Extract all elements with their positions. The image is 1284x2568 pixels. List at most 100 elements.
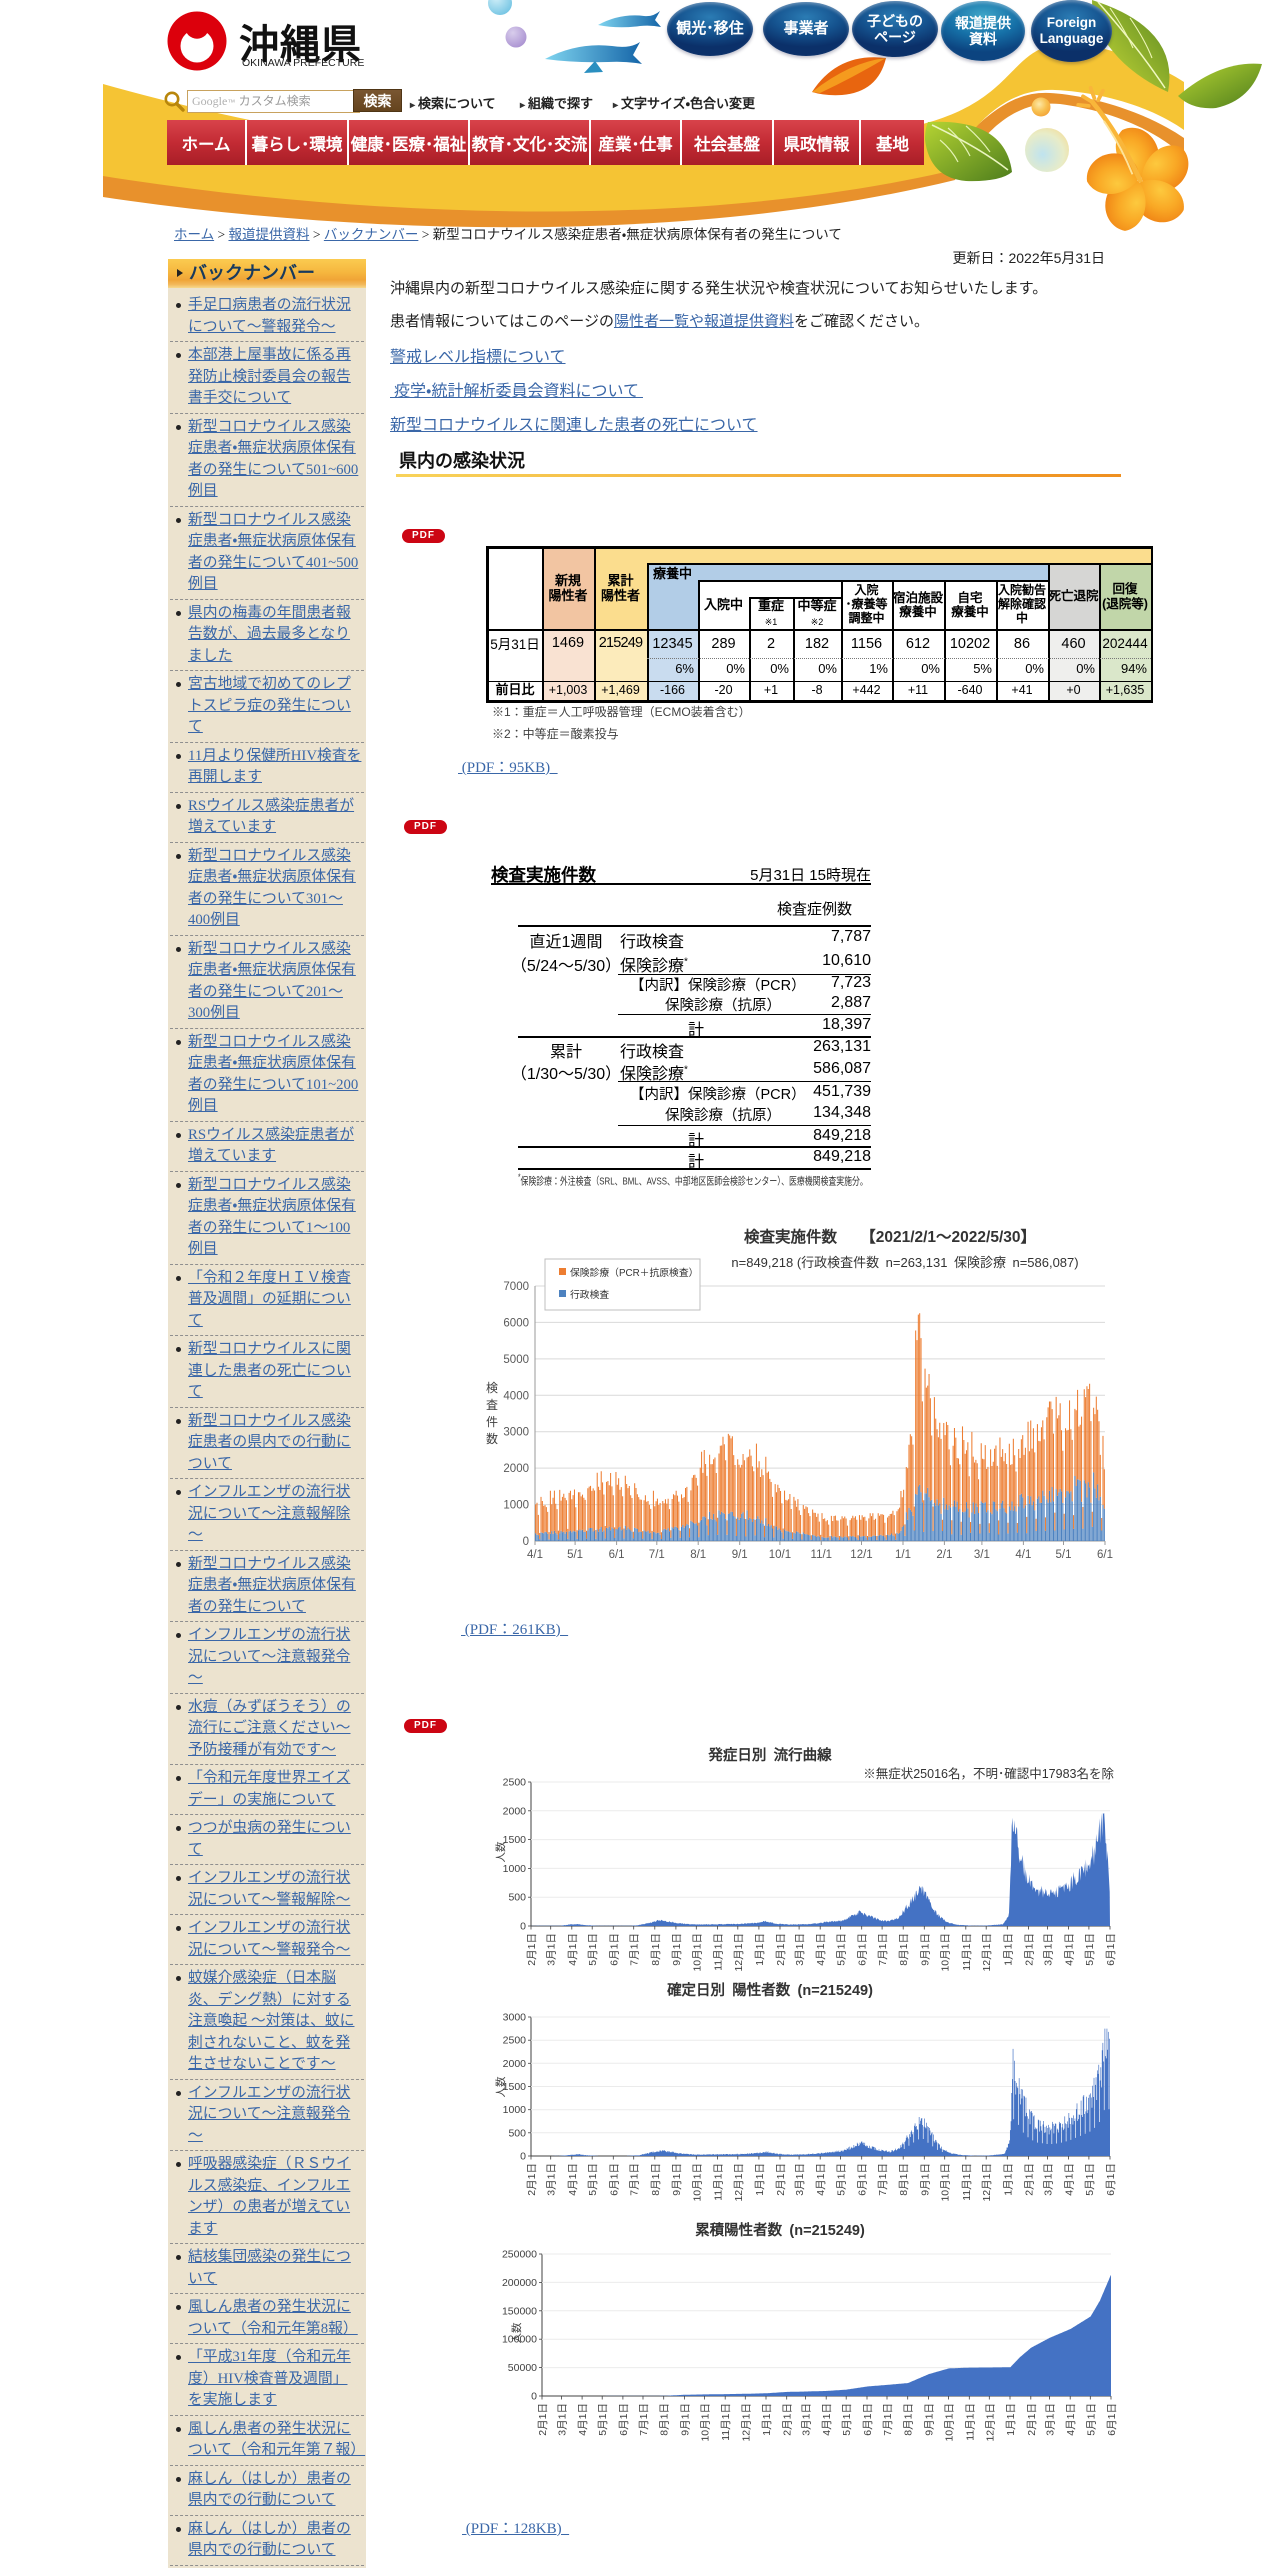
- svg-text:7月1日: 7月1日: [629, 1933, 641, 1966]
- svg-text:10月1日: 10月1日: [691, 1933, 703, 1972]
- svg-text:2500: 2500: [503, 2035, 527, 2047]
- svg-text:5月1日: 5月1日: [836, 2163, 848, 2196]
- svg-text:6月1日: 6月1日: [862, 2403, 874, 2436]
- svg-text:7月1日: 7月1日: [638, 2403, 650, 2436]
- svg-text:行政検査: 行政検査: [570, 1288, 609, 1301]
- svg-text:1500: 1500: [503, 2081, 527, 2093]
- svg-text:3月1日: 3月1日: [794, 1933, 806, 1966]
- svg-text:6000: 6000: [503, 1317, 529, 1329]
- svg-text:4/1: 4/1: [527, 1549, 543, 1561]
- svg-text:5/1: 5/1: [1056, 1549, 1072, 1561]
- svg-text:150000: 150000: [502, 2305, 537, 2317]
- svg-text:3月1日: 3月1日: [794, 2163, 806, 2196]
- svg-text:11月1日: 11月1日: [961, 1933, 973, 1971]
- svg-text:3月1日: 3月1日: [556, 2403, 568, 2436]
- svg-text:累積陽性者数 (n=215249): 累積陽性者数 (n=215249): [695, 2221, 865, 2239]
- svg-text:0: 0: [523, 1536, 529, 1548]
- svg-text:4月1日: 4月1日: [1064, 2163, 1076, 2196]
- svg-text:5月1日: 5月1日: [597, 2403, 609, 2436]
- svg-text:7/1: 7/1: [649, 1549, 665, 1561]
- svg-text:人数: 人数: [494, 2076, 507, 2098]
- svg-text:5月1日: 5月1日: [587, 1933, 599, 1966]
- svg-text:保険診療（PCR＋抗原検査）: 保険診療（PCR＋抗原検査）: [570, 1266, 698, 1279]
- svg-text:9月1日: 9月1日: [679, 2403, 691, 2436]
- svg-text:500: 500: [508, 1892, 526, 1904]
- svg-text:10月1日: 10月1日: [944, 2403, 956, 2442]
- svg-text:12月1日: 12月1日: [733, 1933, 745, 1972]
- svg-text:8/1: 8/1: [690, 1549, 706, 1561]
- svg-text:確定日別 陽性者数 (n=215249): 確定日別 陽性者数 (n=215249): [666, 1981, 873, 1999]
- svg-text:1000: 1000: [503, 1863, 527, 1875]
- svg-text:8月1日: 8月1日: [650, 2163, 662, 2196]
- svg-text:※無症状25016名，不明･確認中17983名を除: ※無症状25016名，不明･確認中17983名を除: [863, 1766, 1114, 1781]
- svg-text:2500: 2500: [503, 1777, 527, 1789]
- svg-text:2月1日: 2月1日: [775, 1933, 787, 1966]
- svg-text:1/1: 1/1: [895, 1549, 911, 1561]
- svg-text:3月1日: 3月1日: [1045, 2403, 1057, 2436]
- svg-text:4月1日: 4月1日: [577, 2403, 589, 2436]
- svg-text:7月1日: 7月1日: [877, 2163, 889, 2196]
- svg-text:9月1日: 9月1日: [671, 1933, 683, 1966]
- svg-text:10月1日: 10月1日: [940, 1933, 952, 1972]
- svg-text:6月1日: 6月1日: [608, 1933, 620, 1966]
- svg-text:6月1日: 6月1日: [1105, 2163, 1117, 2196]
- svg-text:7月1日: 7月1日: [629, 2163, 641, 2196]
- svg-text:11月1日: 11月1日: [712, 2163, 724, 2201]
- svg-text:検: 検: [486, 1381, 498, 1395]
- svg-text:2月1日: 2月1日: [1023, 2163, 1035, 2196]
- svg-text:3月1日: 3月1日: [800, 2403, 812, 2436]
- svg-text:2/1: 2/1: [936, 1549, 952, 1561]
- svg-text:9月1日: 9月1日: [919, 2163, 931, 2196]
- svg-text:1000: 1000: [503, 1500, 529, 1512]
- svg-text:1月1日: 1月1日: [754, 1933, 766, 1966]
- svg-text:6月1日: 6月1日: [857, 1933, 869, 1966]
- svg-text:5000: 5000: [503, 1354, 529, 1366]
- svg-text:5月1日: 5月1日: [1084, 1933, 1096, 1966]
- svg-text:8月1日: 8月1日: [650, 1933, 662, 1966]
- svg-text:8月1日: 8月1日: [903, 2403, 915, 2436]
- svg-text:6月1日: 6月1日: [608, 2163, 620, 2196]
- svg-text:7月1日: 7月1日: [882, 2403, 894, 2436]
- svg-text:3月1日: 3月1日: [546, 2163, 558, 2196]
- svg-text:8月1日: 8月1日: [659, 2403, 671, 2436]
- svg-text:4月1日: 4月1日: [1064, 1933, 1076, 1966]
- svg-text:0: 0: [520, 2151, 526, 2163]
- svg-text:12月1日: 12月1日: [984, 2403, 996, 2442]
- svg-text:2000: 2000: [503, 1463, 529, 1475]
- svg-text:0: 0: [531, 2391, 537, 2403]
- svg-text:検査実施件数 【2021/2/1～2022/5/30】: 検査実施件数 【2021/2/1～2022/5/30】: [744, 1227, 1036, 1246]
- svg-text:8月1日: 8月1日: [898, 2163, 910, 2196]
- svg-text:発症日別 流行曲線: 発症日別 流行曲線: [707, 1746, 832, 1764]
- svg-text:1月1日: 1月1日: [1002, 2163, 1014, 2196]
- svg-text:11/1: 11/1: [811, 1549, 833, 1561]
- svg-text:5/1: 5/1: [567, 1549, 583, 1561]
- svg-text:5月1日: 5月1日: [587, 2163, 599, 2196]
- svg-text:9月1日: 9月1日: [919, 1933, 931, 1966]
- svg-text:4月1日: 4月1日: [1065, 2403, 1077, 2436]
- svg-text:4000: 4000: [503, 1390, 529, 1402]
- svg-text:6月1日: 6月1日: [1106, 2403, 1118, 2436]
- svg-text:9/1: 9/1: [732, 1549, 748, 1561]
- svg-text:3000: 3000: [503, 1427, 529, 1439]
- svg-text:数: 数: [486, 1431, 498, 1446]
- svg-text:3000: 3000: [503, 2012, 527, 2024]
- svg-text:4月1日: 4月1日: [567, 1933, 579, 1966]
- svg-text:2月1日: 2月1日: [526, 1933, 538, 1966]
- svg-text:500: 500: [508, 2127, 526, 2139]
- svg-text:5月1日: 5月1日: [1085, 2403, 1097, 2436]
- svg-text:3月1日: 3月1日: [1042, 1933, 1054, 1966]
- svg-text:人数: 人数: [510, 2322, 523, 2344]
- svg-text:0: 0: [520, 1921, 526, 1933]
- svg-text:250000: 250000: [502, 2249, 537, 2261]
- svg-text:12月1日: 12月1日: [981, 2163, 993, 2202]
- svg-text:10月1日: 10月1日: [700, 2403, 712, 2442]
- svg-text:12月1日: 12月1日: [981, 1933, 993, 1972]
- svg-text:200000: 200000: [502, 2277, 537, 2289]
- svg-text:12月1日: 12月1日: [740, 2403, 752, 2442]
- svg-text:6/1: 6/1: [609, 1549, 625, 1561]
- svg-text:2月1日: 2月1日: [526, 2163, 538, 2196]
- svg-text:5月1日: 5月1日: [836, 1933, 848, 1966]
- svg-text:査: 査: [486, 1398, 498, 1412]
- svg-text:1000: 1000: [503, 2104, 527, 2116]
- svg-text:1月1日: 1月1日: [754, 2163, 766, 2196]
